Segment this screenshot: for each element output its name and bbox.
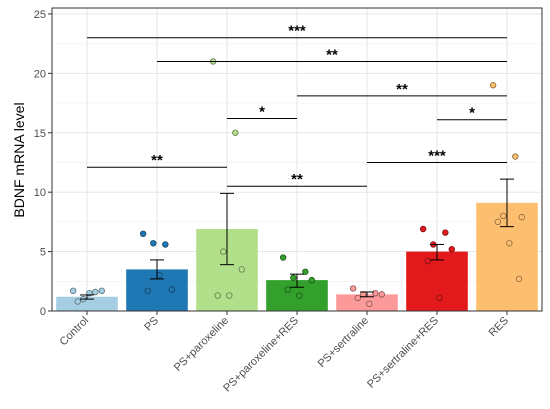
bar-0 (56, 296, 118, 311)
data-point (424, 257, 431, 265)
y-axis-ticks: 0 5 10 15 20 25 (34, 9, 52, 318)
y-tick-label: 5 (40, 247, 46, 259)
data-point (354, 294, 361, 302)
data-points (69, 58, 525, 308)
y-tick-label: 25 (34, 9, 46, 21)
significance-label: *** (428, 147, 446, 164)
significance-label: * (259, 104, 265, 121)
y-tick-label: 0 (40, 306, 46, 318)
data-point (168, 286, 175, 293)
data-point (419, 225, 427, 233)
significance-label: ** (151, 152, 163, 169)
data-point (284, 286, 291, 293)
data-point (232, 129, 239, 136)
data-point (290, 274, 297, 281)
data-point (74, 298, 81, 305)
y-tick-label: 15 (34, 128, 46, 140)
data-point (226, 292, 233, 299)
data-point (69, 287, 77, 294)
y-tick-label: 20 (34, 68, 46, 80)
data-point (448, 246, 455, 253)
data-point (144, 287, 151, 294)
data-point (500, 212, 507, 220)
data-point (139, 230, 147, 237)
data-point (98, 287, 105, 294)
data-point (506, 240, 513, 247)
data-point (512, 153, 519, 160)
data-point (489, 82, 497, 89)
data-point (366, 300, 373, 308)
data-point (92, 288, 99, 296)
significance-label: *** (288, 23, 306, 40)
significance-label: ** (291, 171, 303, 188)
y-axis-title: BDNF mRNA level (11, 102, 27, 217)
data-point (150, 240, 157, 247)
data-point (308, 276, 315, 284)
error-bars (80, 178, 514, 300)
grid-lines (52, 8, 542, 312)
data-point (162, 241, 169, 248)
y-tick-label: 10 (34, 187, 46, 199)
data-point (238, 266, 245, 273)
data-point (436, 294, 443, 302)
significance-label: ** (396, 81, 408, 98)
data-point (279, 254, 287, 261)
data-point (214, 292, 221, 299)
data-point (372, 289, 379, 297)
data-point (378, 291, 385, 298)
data-point (494, 218, 501, 226)
data-point (518, 213, 525, 221)
data-point (220, 248, 227, 255)
data-point (515, 275, 523, 283)
significance-label: ** (326, 46, 338, 63)
bars (56, 202, 538, 311)
data-point (349, 285, 357, 292)
significance-brackets: *********** ***** (87, 23, 507, 188)
data-point (296, 292, 303, 299)
data-point (302, 268, 309, 275)
bar-5 (406, 251, 468, 311)
significance-label: * (469, 105, 475, 122)
data-point (442, 229, 449, 236)
